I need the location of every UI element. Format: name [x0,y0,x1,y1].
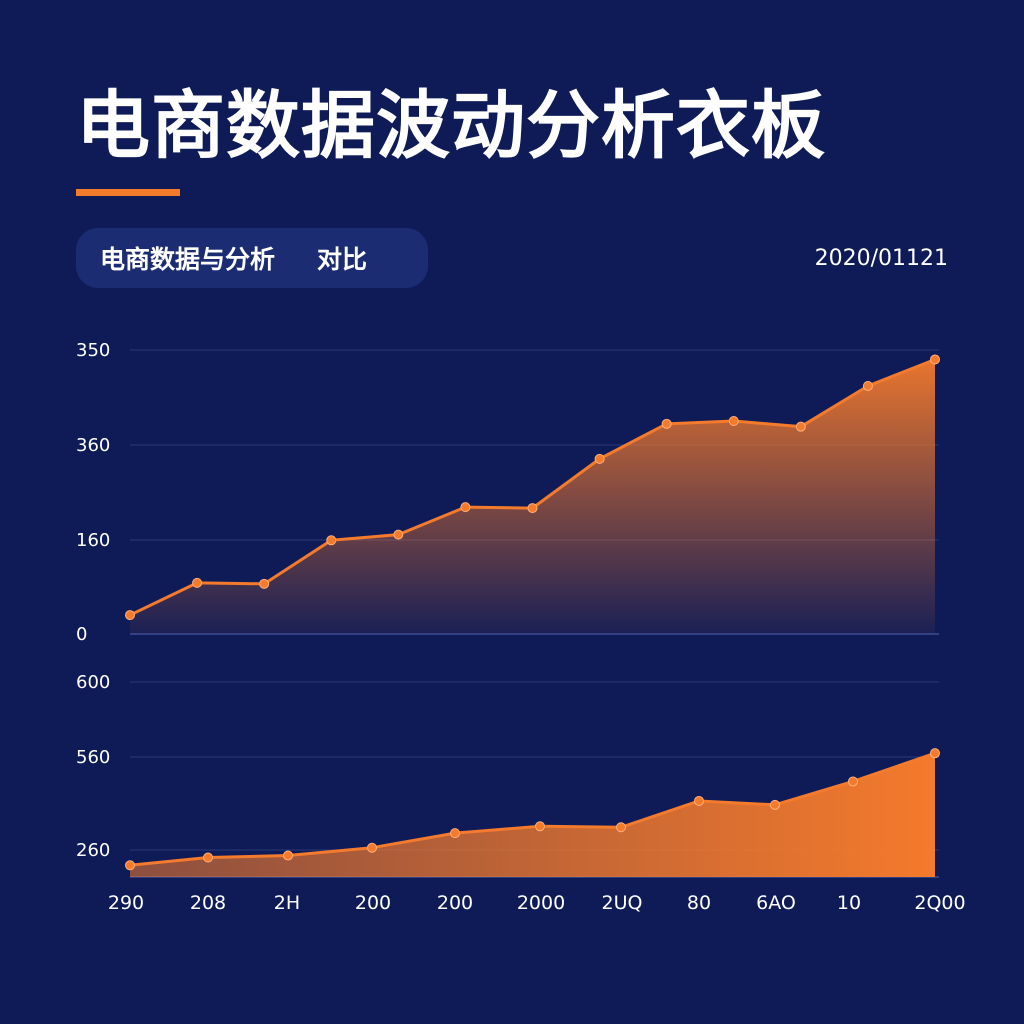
tag-primary[interactable]: 电商数据与分析 [100,245,276,274]
y-tick-label: 260 [76,840,110,861]
series-area [130,359,935,634]
x-tick-label: 200 [437,892,473,914]
data-point [393,529,404,540]
y-tick-label: 560 [76,747,110,768]
data-point [594,453,605,464]
x-tick-label: 2UQ [602,892,643,914]
bottom-area-chart: 600 560 260 290 208 2H 200 200 2000 2UQ 80 6AO 10 2Q0… [76,672,966,914]
data-point [125,860,135,871]
x-tick-label: 2H [274,892,300,914]
series-area [130,753,935,877]
y-tick-label: 360 [76,435,110,456]
data-point [930,748,940,759]
y-tick-label: 350 [76,340,110,361]
data-point [728,416,739,426]
date-label: 2020/01121 [814,246,948,271]
data-point [694,795,704,806]
data-point [460,502,471,513]
filter-pill[interactable]: 电商数据与分析 对比 [76,228,428,288]
title-accent-bar [76,189,180,196]
x-tick-label: 208 [190,892,226,914]
data-point [259,578,270,589]
data-point [930,354,940,365]
data-point [770,799,780,810]
x-tick-label: 10 [837,892,861,914]
x-tick-label: 6AO [756,892,796,914]
top-area-chart: 350 360 160 0 [76,340,940,645]
data-point [367,842,377,853]
y-tick-label: 600 [76,672,110,693]
x-tick-label: 2Q00 [914,892,965,914]
data-point [203,852,213,863]
x-tick-label: 80 [687,892,711,914]
data-point [527,503,538,514]
y-tick-label: 0 [76,624,87,645]
data-point [326,535,337,546]
data-point [862,380,873,391]
y-tick-label: 160 [76,530,110,551]
x-tick-label: 2000 [517,892,565,914]
data-point [125,610,135,621]
data-point [616,822,626,833]
data-point [192,577,203,588]
data-point [535,821,545,832]
tag-secondary[interactable]: 对比 [317,245,368,274]
data-point [450,828,460,839]
x-tick-label: 290 [108,892,144,914]
data-point [661,418,672,429]
data-point [795,421,806,432]
data-point [283,850,293,861]
data-point [848,776,858,787]
page-title: 电商数据波动分析衣板 [76,83,826,169]
x-tick-label: 200 [355,892,391,914]
